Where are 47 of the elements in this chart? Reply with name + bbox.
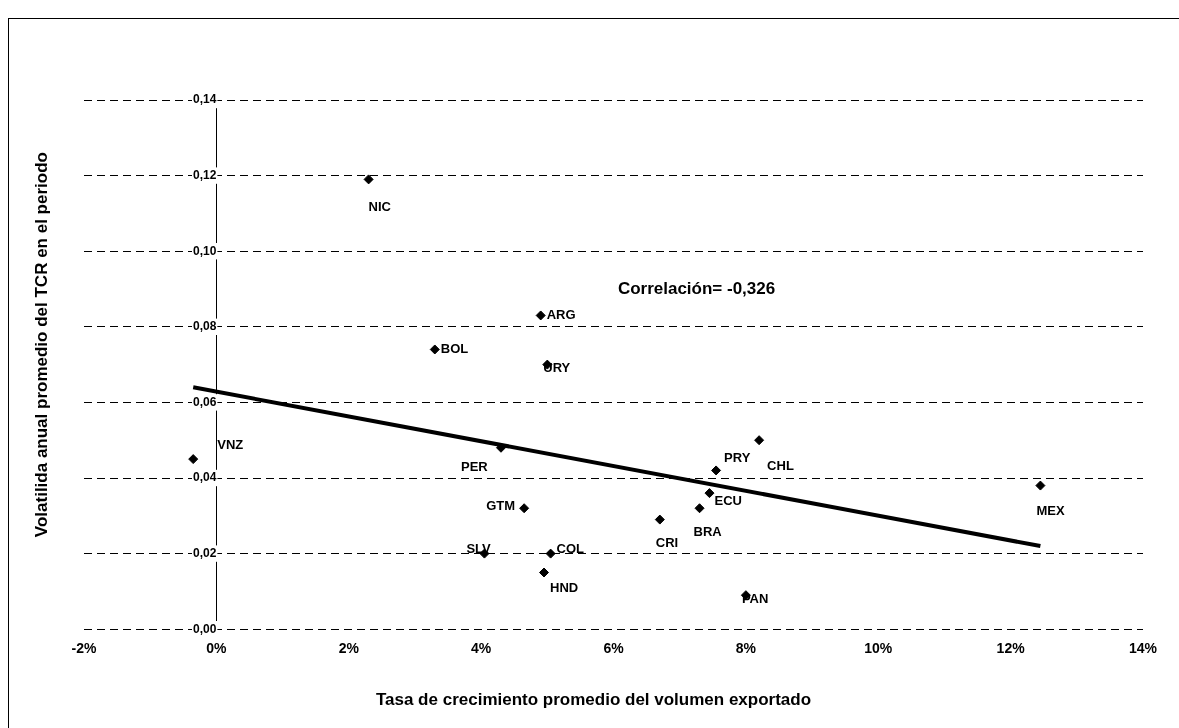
point [363,174,374,185]
annotation: BOL [440,341,469,357]
annotation: Correlación= -0,326 [617,278,776,298]
annotation: COL [556,541,585,557]
annotation: GTM [486,497,516,513]
point [1035,480,1046,491]
annotation: HND [550,580,579,596]
x-tick-label: 4% [471,640,492,657]
point [704,488,715,499]
x-tick-label: 12% [996,640,1026,657]
y-axis-title: Volatilida anual promedio del TCR en el periodo [31,152,51,538]
point [654,514,665,525]
y-tick-label: 0,08 [193,319,217,334]
point [694,503,705,514]
point [545,548,556,559]
point [188,454,199,465]
x-tick-label: 0% [206,640,228,657]
annotation: CHL [767,457,794,473]
y-tick-label: 0,14 [193,92,217,107]
y-tick-label: 0,10 [193,243,217,258]
point [429,344,440,355]
annotation: CRI [655,535,679,551]
x-tick-label: 14% [1128,640,1158,657]
x-tick-label: -2% [71,640,97,657]
x-tick-label: 8% [735,640,757,657]
point [539,567,549,578]
y-tick-label: 0,06 [193,394,217,409]
y-tick-label: 0,02 [193,545,217,560]
annotation: ECU [714,492,742,508]
x-tick-label: 2% [338,640,360,657]
annotation: PRY [724,450,751,466]
point [535,310,546,321]
point [754,435,765,446]
annotation: PER [460,459,489,475]
point [519,503,530,514]
y-tick-label: 0,12 [193,167,217,182]
annotation: NIC [368,198,392,214]
x-tick-label: 6% [603,640,625,657]
point [711,465,722,476]
y-tick-label: 0,00 [193,621,217,636]
annotation: MEX [1036,503,1065,519]
y-tick-label: 0,04 [193,470,217,485]
annotation: ARG [546,307,576,323]
annotation: VNZ [217,436,244,452]
x-axis-title: Tasa de crecimiento promedio del volumen exportado [375,689,812,709]
x-tick-label: 10% [864,640,893,657]
annotation: BRA [693,523,723,539]
